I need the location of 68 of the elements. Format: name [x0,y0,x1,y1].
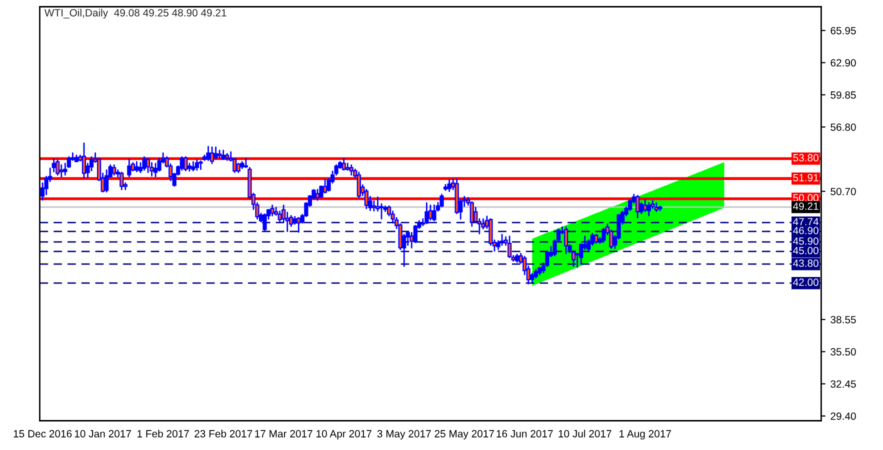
candlestick [112,164,116,176]
x-tick-label: 1 Aug 2017 [620,430,671,440]
chart-title: WTI_Oil,Daily 49.08 49.25 48.90 49.21 [44,8,226,19]
candlestick [150,162,154,177]
y-tick-label: 35.50 [830,348,856,356]
y-tick-label: 62.90 [830,59,856,67]
y-tick-label: 56.80 [830,123,856,131]
x-tick-label: 25 May 2017 [434,430,494,440]
y-tick-label: 29.40 [830,412,856,420]
x-tick-label: 1 Feb 2017 [138,430,189,438]
candlestick [146,158,150,174]
candlestick [198,160,203,170]
candlestick [602,228,606,243]
x-tick-label: 23 Feb 2017 [194,430,252,438]
candlestick [296,217,301,233]
ref-line-label: 45.00 [793,246,818,254]
x-tick-label: 10 Jan 2017 [74,430,131,438]
x-tick-label: 10 Jul 2017 [558,430,612,438]
candlestick [646,202,651,216]
candlestick [364,188,368,210]
candlestick [134,161,139,172]
ref-line-label: 51.91 [793,174,818,182]
candlestick [440,194,444,208]
candlestick [500,234,504,246]
candlestick [210,146,214,164]
candlestick [564,226,568,254]
candlestick [82,142,86,178]
y-tick-label: 38.55 [830,316,856,324]
candlestick [470,201,474,227]
ref-line-label: 46.90 [793,226,818,234]
candlestick [356,172,361,198]
ref-line-label: 45.90 [793,237,818,245]
x-tick-label: 15 Dec 2016 [14,430,72,438]
candlestick [59,164,64,178]
candlestick [127,158,132,178]
candlestick [643,199,648,212]
candlestick [184,156,188,172]
y-tick-label: 50.70 [830,188,856,196]
candlestick [424,202,429,224]
candlestick [214,146,218,160]
x-tick-label: 16 Jun 2017 [496,430,553,438]
y-tick-label: 32.45 [830,380,856,388]
candlestick [636,194,640,218]
candlestick [349,164,354,176]
x-tick-label: 17 Mar 2017 [255,430,312,438]
candlestick [507,236,512,258]
x-tick-label: 10 Apr 2017 [316,430,372,440]
candlestick [194,160,200,171]
y-tick-label: 65.95 [830,26,856,34]
candlestick [432,204,436,222]
candlestick [221,150,226,160]
candlestick [270,204,274,216]
x-tick-label: 3 May 2017 [377,430,431,440]
ref-line-label: 47.74 [793,218,819,226]
candlestick [142,156,146,171]
candlestick [120,172,124,190]
candlestick [206,146,210,161]
candlestick [262,213,267,232]
ref-line-label: 53.80 [793,154,818,162]
candlestick [447,179,452,192]
ref-line-label: 42.00 [793,278,818,286]
candlestick [379,203,384,220]
ref-line-label: 43.80 [793,260,818,267]
y-tick-label: 59.85 [830,91,856,99]
candlestick [56,160,60,176]
candlestick [342,158,346,171]
ref-line-label: 49.21 [793,202,818,210]
candlestick [315,188,320,201]
